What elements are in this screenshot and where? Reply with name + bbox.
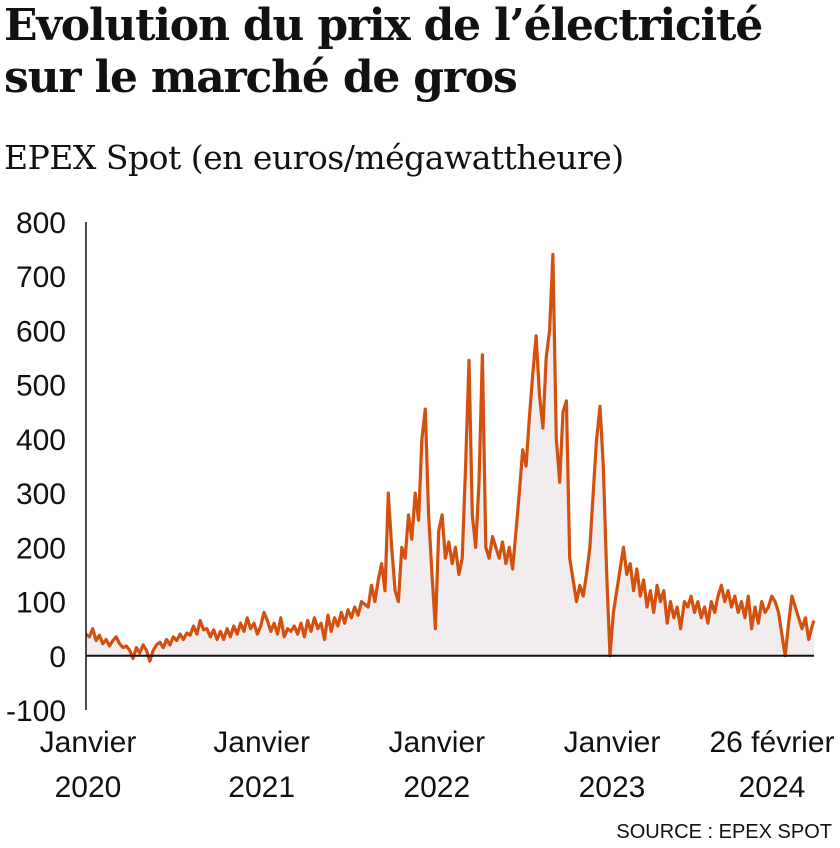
y-tick-label: 800 — [16, 207, 66, 240]
y-tick-label: 700 — [16, 261, 66, 294]
y-tick-label: 300 — [16, 478, 66, 511]
y-tick-label: -100 — [6, 695, 66, 728]
x-tick-label: 2024 — [739, 771, 806, 804]
series-line — [85, 252, 816, 663]
x-tick-label: 2021 — [228, 771, 295, 804]
y-tick-label: 100 — [16, 587, 66, 620]
x-tick-label: Janvier — [213, 726, 310, 759]
x-tick-label: 2022 — [403, 771, 470, 804]
y-tick-label: 400 — [16, 424, 66, 457]
y-tick-label: 600 — [16, 315, 66, 348]
chart-title: Evolution du prix de l’électricité sur l… — [4, 0, 763, 103]
x-tick-label: 2023 — [579, 771, 646, 804]
x-tick-label: Janvier — [40, 726, 137, 759]
y-tick-label: 0 — [49, 641, 66, 674]
y-tick-label: 500 — [16, 370, 66, 403]
x-tick-label: Janvier — [564, 726, 661, 759]
chart-subtitle: EPEX Spot (en euros/mégawattheure) — [4, 138, 624, 177]
x-tick-label: 2020 — [55, 771, 122, 804]
x-tick-label: 26 février — [709, 726, 834, 759]
y-tick-label: 200 — [16, 532, 66, 565]
x-tick-label: Janvier — [388, 726, 485, 759]
source-note: SOURCE : EPEX SPOT — [616, 821, 832, 843]
series-area — [86, 254, 814, 662]
